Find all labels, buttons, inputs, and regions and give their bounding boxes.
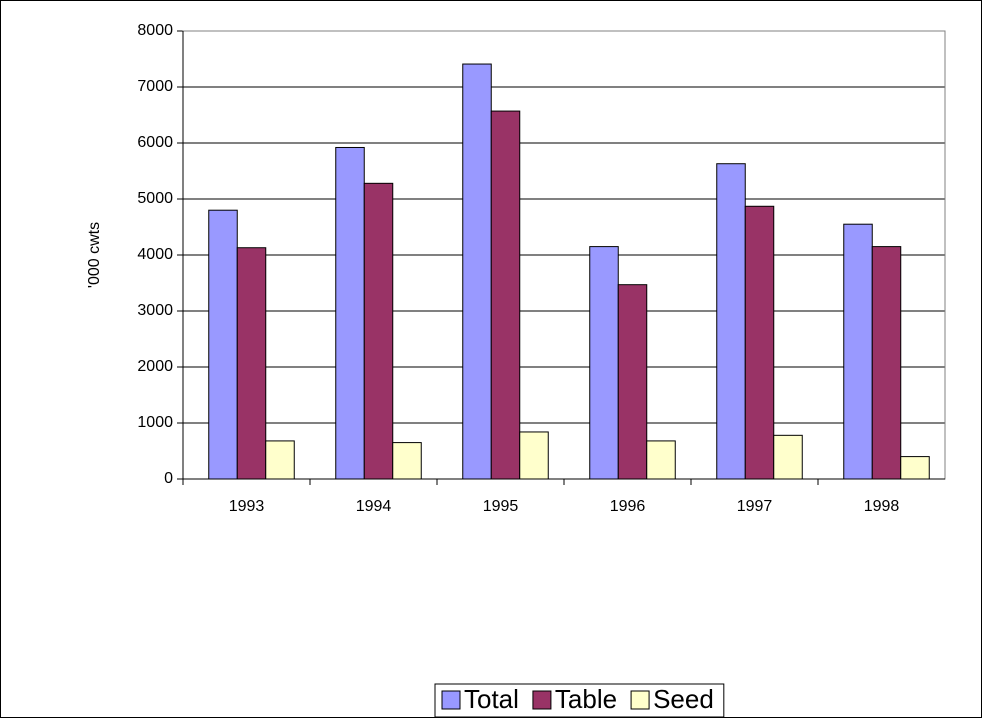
- bar: [363, 182, 394, 480]
- legend-box: [434, 683, 725, 718]
- bar: [716, 163, 746, 480]
- y-tick-label: 8000: [137, 22, 173, 39]
- legend-label: Total: [464, 684, 519, 714]
- bar: [236, 247, 267, 480]
- bar: [871, 246, 902, 480]
- bar: [646, 440, 676, 480]
- y-tick-label: 6000: [137, 134, 173, 151]
- bar: [208, 209, 238, 480]
- x-tick-label: 1994: [356, 498, 392, 515]
- bar: [462, 63, 492, 480]
- bar: [265, 440, 295, 480]
- bar: [843, 223, 873, 480]
- x-tick-label: 1997: [737, 498, 773, 515]
- bar: [490, 110, 521, 480]
- x-tick-label: 1996: [610, 498, 646, 515]
- legend: Total Table Seed: [434, 683, 725, 718]
- x-tick-label: 1993: [229, 498, 265, 515]
- bar: [589, 246, 619, 480]
- y-tick-label: 1000: [137, 414, 173, 431]
- y-tick-label: 0: [164, 470, 173, 487]
- legend-label: Seed: [653, 684, 714, 714]
- legend-swatch: [630, 690, 650, 710]
- bar: [392, 442, 422, 480]
- y-tick-label: 2000: [137, 358, 173, 375]
- y-tick-label: 5000: [137, 190, 173, 207]
- legend-label: Table: [555, 684, 617, 714]
- x-tick-label: 1995: [483, 498, 519, 515]
- bar: [519, 431, 549, 480]
- bar: [744, 205, 775, 480]
- y-tick-label: 4000: [137, 246, 173, 263]
- x-tick-label: 1998: [864, 498, 900, 515]
- y-tick-label: 3000: [137, 302, 173, 319]
- legend-swatch: [532, 690, 552, 710]
- y-tick-label: 7000: [137, 78, 173, 95]
- legend-swatch: [441, 690, 461, 710]
- bar: [617, 284, 648, 480]
- bar: [335, 146, 365, 480]
- y-axis-label: '000 cwts: [86, 222, 103, 288]
- bar: [773, 434, 803, 480]
- bar: [900, 456, 930, 480]
